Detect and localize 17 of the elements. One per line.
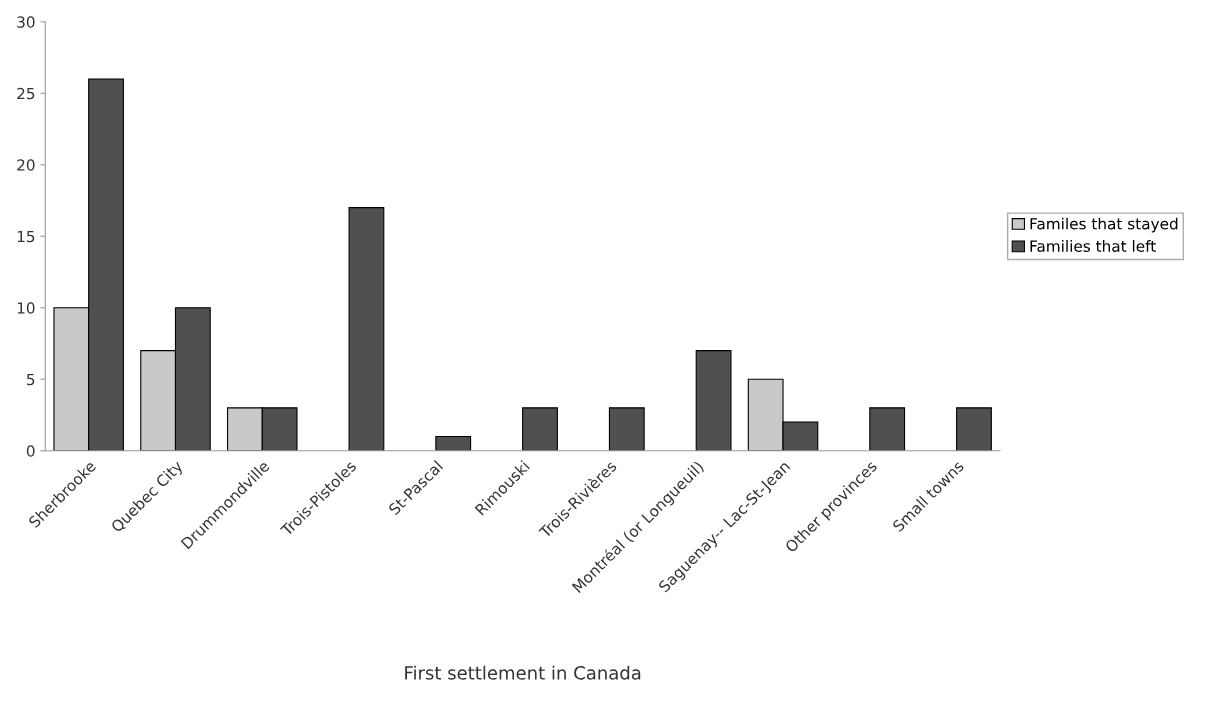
y-tick-label: 30 xyxy=(17,16,35,28)
y-tick-label: 5 xyxy=(27,373,35,386)
legend-label: Familes that stayed xyxy=(1030,217,1178,233)
x-axis-title: First settlement in Canada xyxy=(405,665,641,680)
bar xyxy=(869,407,906,451)
bar xyxy=(695,350,732,451)
legend-label: Families that left xyxy=(1030,240,1156,252)
bar xyxy=(348,207,385,451)
y-tick-label: 15 xyxy=(17,230,35,243)
bar xyxy=(608,407,645,451)
y-tick-label: 0 xyxy=(26,445,35,457)
bar xyxy=(522,407,558,451)
y-tick-label: 20 xyxy=(17,159,35,171)
y-tick-label: 25 xyxy=(17,87,35,100)
bar xyxy=(435,435,472,451)
y-tick-label: 10 xyxy=(17,302,35,314)
bar xyxy=(956,407,992,451)
